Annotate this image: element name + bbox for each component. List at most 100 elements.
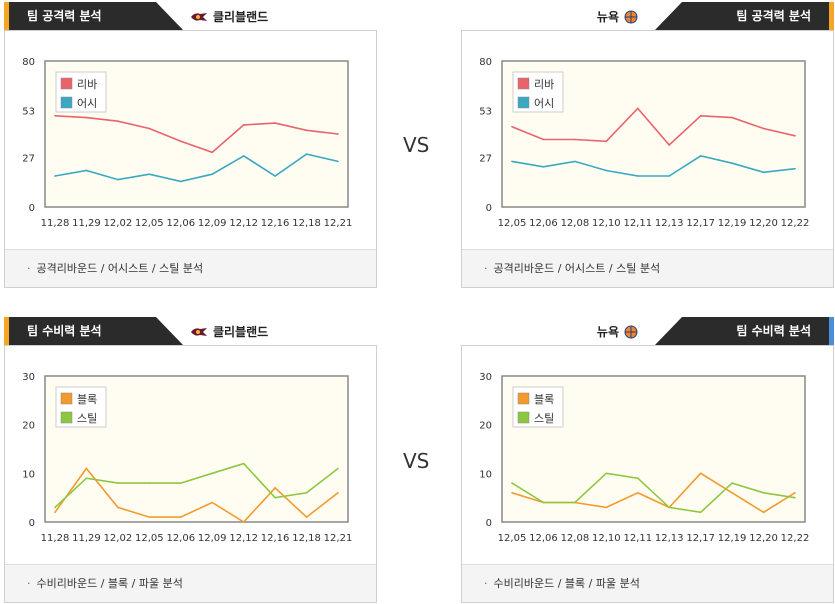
caption-text: 공격리바운드 / 어시스트 / 스틸 분석 [36, 262, 204, 275]
team-label-newyork: 뉴욕 [597, 323, 638, 340]
x-tick-label: 12,05 [135, 533, 164, 544]
data-point [85, 116, 88, 119]
data-point [211, 501, 214, 504]
legend-label: 리바 [77, 78, 97, 91]
y-tick-label: 27 [22, 154, 35, 165]
data-point [731, 482, 733, 484]
data-point [179, 180, 182, 183]
tab-defense-analysis[interactable]: 팀 수비력 분석 [4, 317, 184, 346]
data-point [305, 516, 308, 518]
series-line-0 [511, 107, 796, 147]
x-tick-label: 12,18 [292, 533, 321, 544]
data-point [54, 114, 56, 117]
x-tick-label: 12,09 [198, 218, 227, 229]
data-point [274, 175, 276, 177]
data-point [117, 178, 119, 181]
x-tick-label: 12,13 [655, 218, 684, 229]
data-point [274, 122, 276, 124]
data-point [54, 175, 56, 177]
data-point [636, 492, 639, 494]
series-line-1 [511, 155, 796, 177]
x-tick-label: 12,06 [529, 533, 558, 544]
legend-label: 블록 [534, 393, 554, 406]
data-point [542, 166, 545, 168]
data-point [305, 153, 308, 155]
x-tick-label: 12,17 [686, 218, 715, 229]
team-name: 뉴욕 [596, 325, 619, 339]
x-tick-label: 12,09 [198, 533, 227, 544]
x-tick-label: 12,12 [229, 218, 258, 229]
data-point [148, 173, 151, 175]
x-tick-label: 12,08 [561, 218, 590, 229]
offense-panel-newyork: 팀 공격력 분석 뉴욕 0 27 53 80 12,05 12,06 12,08 12,10 1… [461, 2, 834, 288]
team-name: 뉴욕 [596, 10, 619, 24]
y-tick-label: 30 [22, 372, 35, 383]
x-tick-label: 11,29 [72, 533, 101, 544]
caption-text: 공격리바운드 / 어시스트 / 스틸 분석 [493, 262, 661, 275]
x-tick-label: 12,13 [655, 533, 684, 544]
tab-defense-analysis[interactable]: 팀 수비력 분석 [654, 317, 834, 346]
chart-caption: · 수비리바운드 / 블록 / 파울 분석 [462, 564, 833, 602]
team-label-newyork: 뉴욕 [597, 8, 638, 25]
legend-swatch [517, 77, 530, 90]
data-point [179, 482, 182, 484]
data-point [337, 160, 339, 163]
x-tick-label: 12,16 [261, 218, 290, 229]
data-point [85, 477, 88, 479]
data-point [574, 160, 576, 163]
y-tick-label: 0 [29, 203, 35, 214]
data-point [605, 140, 608, 143]
y-tick-label: 0 [29, 518, 35, 529]
knicks-logo-icon [624, 325, 638, 338]
chart-caption: · 공격리바운드 / 어시스트 / 스틸 분석 [5, 249, 376, 287]
team-name: 클리블랜드 [213, 10, 269, 24]
data-point [179, 140, 182, 143]
x-tick-label: 12,22 [781, 533, 810, 544]
vs-label-defense: VS [403, 449, 430, 473]
y-tick-label: 20 [479, 421, 492, 432]
data-point [699, 114, 702, 117]
data-point [731, 492, 733, 494]
chart-box: 0 10 20 30 11,28 11,29 12,02 12,05 12,06 12,09 12,… [4, 345, 377, 603]
y-tick-label: 10 [22, 469, 35, 480]
series-line-0 [54, 115, 339, 154]
data-point [148, 482, 151, 484]
defense-panel-cleveland: 팀 수비력 분석 클리블랜드 0 10 20 30 11,28 11,29 12,02 12,… [4, 317, 377, 603]
data-point [605, 472, 608, 475]
data-point [794, 167, 796, 170]
x-tick-label: 11,29 [72, 218, 101, 229]
data-point [85, 169, 88, 172]
x-tick-label: 12,05 [498, 533, 527, 544]
chart-box: 0 10 20 30 12,05 12,06 12,08 12,10 12,11 12,13 12,… [461, 345, 834, 603]
y-tick-label: 30 [479, 372, 492, 383]
x-tick-label: 12,08 [561, 533, 590, 544]
vs-label-offense: VS [403, 133, 430, 157]
team-label-cleveland: 클리블랜드 [190, 8, 268, 25]
tab-offense-analysis[interactable]: 팀 공격력 분석 [654, 2, 834, 31]
data-point [762, 127, 765, 130]
data-point [117, 506, 119, 509]
data-point [337, 467, 339, 470]
data-point [762, 511, 765, 514]
data-point [54, 511, 56, 514]
data-point [794, 135, 796, 137]
x-tick-label: 12,17 [686, 533, 715, 544]
x-tick-label: 12,06 [529, 218, 558, 229]
x-tick-label: 12,06 [166, 533, 195, 544]
data-point [542, 501, 545, 504]
data-point [668, 144, 671, 146]
data-point [794, 496, 796, 499]
tab-offense-analysis[interactable]: 팀 공격력 분석 [4, 2, 184, 31]
y-tick-label: 27 [479, 154, 492, 165]
x-tick-label: 12,18 [292, 218, 321, 229]
cavaliers-logo-icon [191, 12, 207, 21]
x-tick-label: 12,20 [749, 533, 778, 544]
series-line-1 [511, 472, 796, 514]
caption-text: 수비리바운드 / 블록 / 파울 분석 [493, 577, 640, 590]
data-point [511, 482, 513, 484]
x-tick-label: 12,22 [781, 218, 810, 229]
legend-label: 스틸 [534, 412, 554, 425]
x-tick-label: 12,20 [749, 218, 778, 229]
